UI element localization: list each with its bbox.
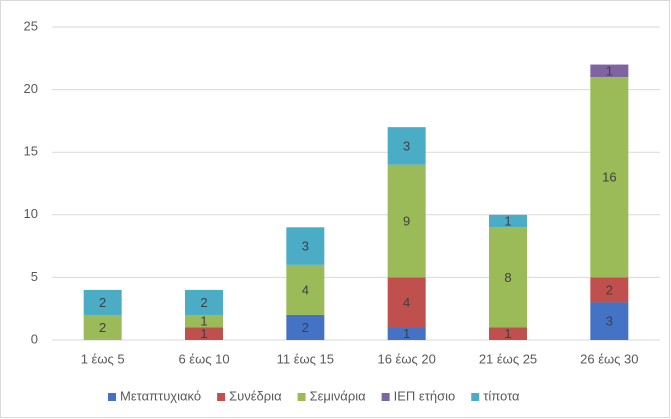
legend-label: Συνέδρια [229,388,282,403]
data-label: 4 [403,295,410,310]
data-label: 2 [606,282,613,297]
legend-swatch [217,393,226,401]
y-tick-label: 20 [24,81,38,96]
bar-segment [590,302,629,340]
data-label: 1 [200,314,207,329]
data-label: 9 [403,213,410,228]
x-tick-label: 16 έως 20 [377,351,435,366]
bar-segment [590,77,629,278]
data-label: 3 [606,314,613,329]
data-label: 2 [302,320,309,335]
bar-segment [590,277,629,303]
data-label: 16 [602,170,616,185]
data-label: 2 [99,295,106,310]
x-tick-label: 26 έως 30 [580,351,638,366]
data-label: 2 [99,320,106,335]
bar-segment [489,327,527,340]
bar-segment [489,227,527,328]
bar-segment [185,327,223,340]
x-tick-label: 21 έως 25 [479,351,537,366]
legend-label: Μεταπτυχιακό [120,388,201,403]
y-tick-label: 10 [24,206,38,221]
x-tick-label: 11 έως 15 [277,351,334,366]
data-label: 3 [403,138,410,153]
data-label: 1 [504,326,511,341]
data-label: 1 [606,63,613,78]
legend-label: ΙΕΠ ετήσιο [394,388,456,403]
bar-segment [489,214,527,228]
data-label: 2 [200,295,207,310]
legend-label: τίποτα [483,388,520,403]
bar-segment [387,277,426,328]
y-tick-label: 0 [31,331,38,346]
y-tick-label: 5 [31,269,38,284]
bar-segment [185,314,223,328]
legend-swatch [297,393,306,401]
bar-segment [387,327,426,340]
data-label: 1 [200,326,207,341]
legend-swatch [108,393,116,401]
data-label: 4 [302,282,309,297]
data-label: 1 [403,326,410,341]
bar-segment [387,127,426,165]
data-label: 8 [504,270,511,285]
bar-segment [83,289,122,315]
legend-swatch [471,393,480,401]
bar-segment [83,314,122,340]
legend-label: Σεμινάρια [310,388,367,403]
bar-segment [590,64,629,78]
y-tick-label: 15 [24,144,38,159]
bar-segment [286,264,325,315]
legend-swatch [381,393,390,401]
y-tick-label: 25 [24,18,38,33]
data-label: 3 [302,239,309,254]
data-label: 1 [504,213,511,228]
x-tick-label: 1 έως 5 [81,351,125,366]
x-tick-label: 6 έως 10 [178,351,229,366]
bar-segment [185,289,223,315]
bar-segment [286,227,325,265]
bar-segment [286,314,325,340]
bar-segment [387,164,426,278]
